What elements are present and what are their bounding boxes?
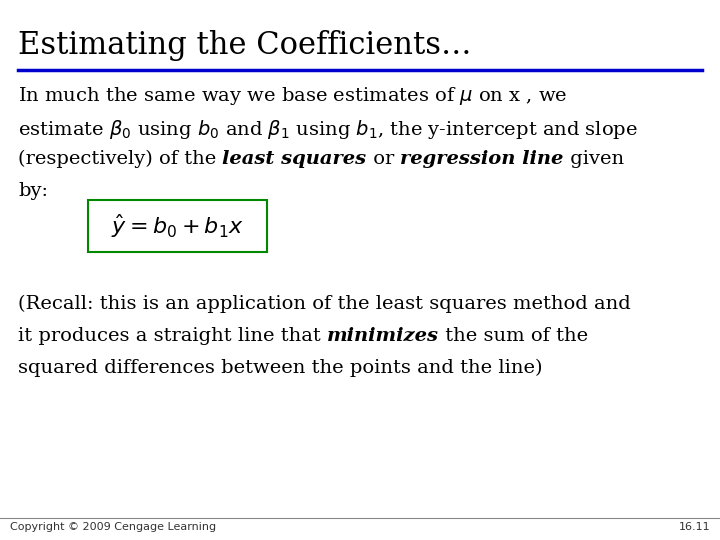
Text: least squares: least squares	[222, 150, 366, 168]
Text: In much the same way we base estimates of $\mu$ on x , we: In much the same way we base estimates o…	[18, 85, 567, 107]
Text: $\hat{y} = b_0 + b_1 x$: $\hat{y} = b_0 + b_1 x$	[111, 212, 244, 240]
Text: minimizes: minimizes	[327, 327, 439, 345]
Text: or: or	[366, 150, 400, 168]
Text: 16.11: 16.11	[678, 522, 710, 532]
Text: (Recall: this is an application of the least squares method and: (Recall: this is an application of the l…	[18, 295, 631, 313]
Text: estimate $\beta_0$ using $b_0$ and $\beta_1$ using $b_1$, the y-intercept and sl: estimate $\beta_0$ using $b_0$ and $\bet…	[18, 118, 638, 141]
Text: (respectively) of the: (respectively) of the	[18, 150, 222, 168]
Text: the sum of the: the sum of the	[439, 327, 588, 345]
Text: regression line: regression line	[400, 150, 564, 168]
Text: it produces a straight line that: it produces a straight line that	[18, 327, 327, 345]
Text: Estimating the Coefficients…: Estimating the Coefficients…	[18, 30, 472, 61]
Text: squared differences between the points and the line): squared differences between the points a…	[18, 359, 542, 377]
Text: Copyright © 2009 Cengage Learning: Copyright © 2009 Cengage Learning	[10, 522, 216, 532]
Text: by:: by:	[18, 182, 48, 200]
FancyBboxPatch shape	[88, 200, 267, 252]
Text: given: given	[564, 150, 624, 168]
